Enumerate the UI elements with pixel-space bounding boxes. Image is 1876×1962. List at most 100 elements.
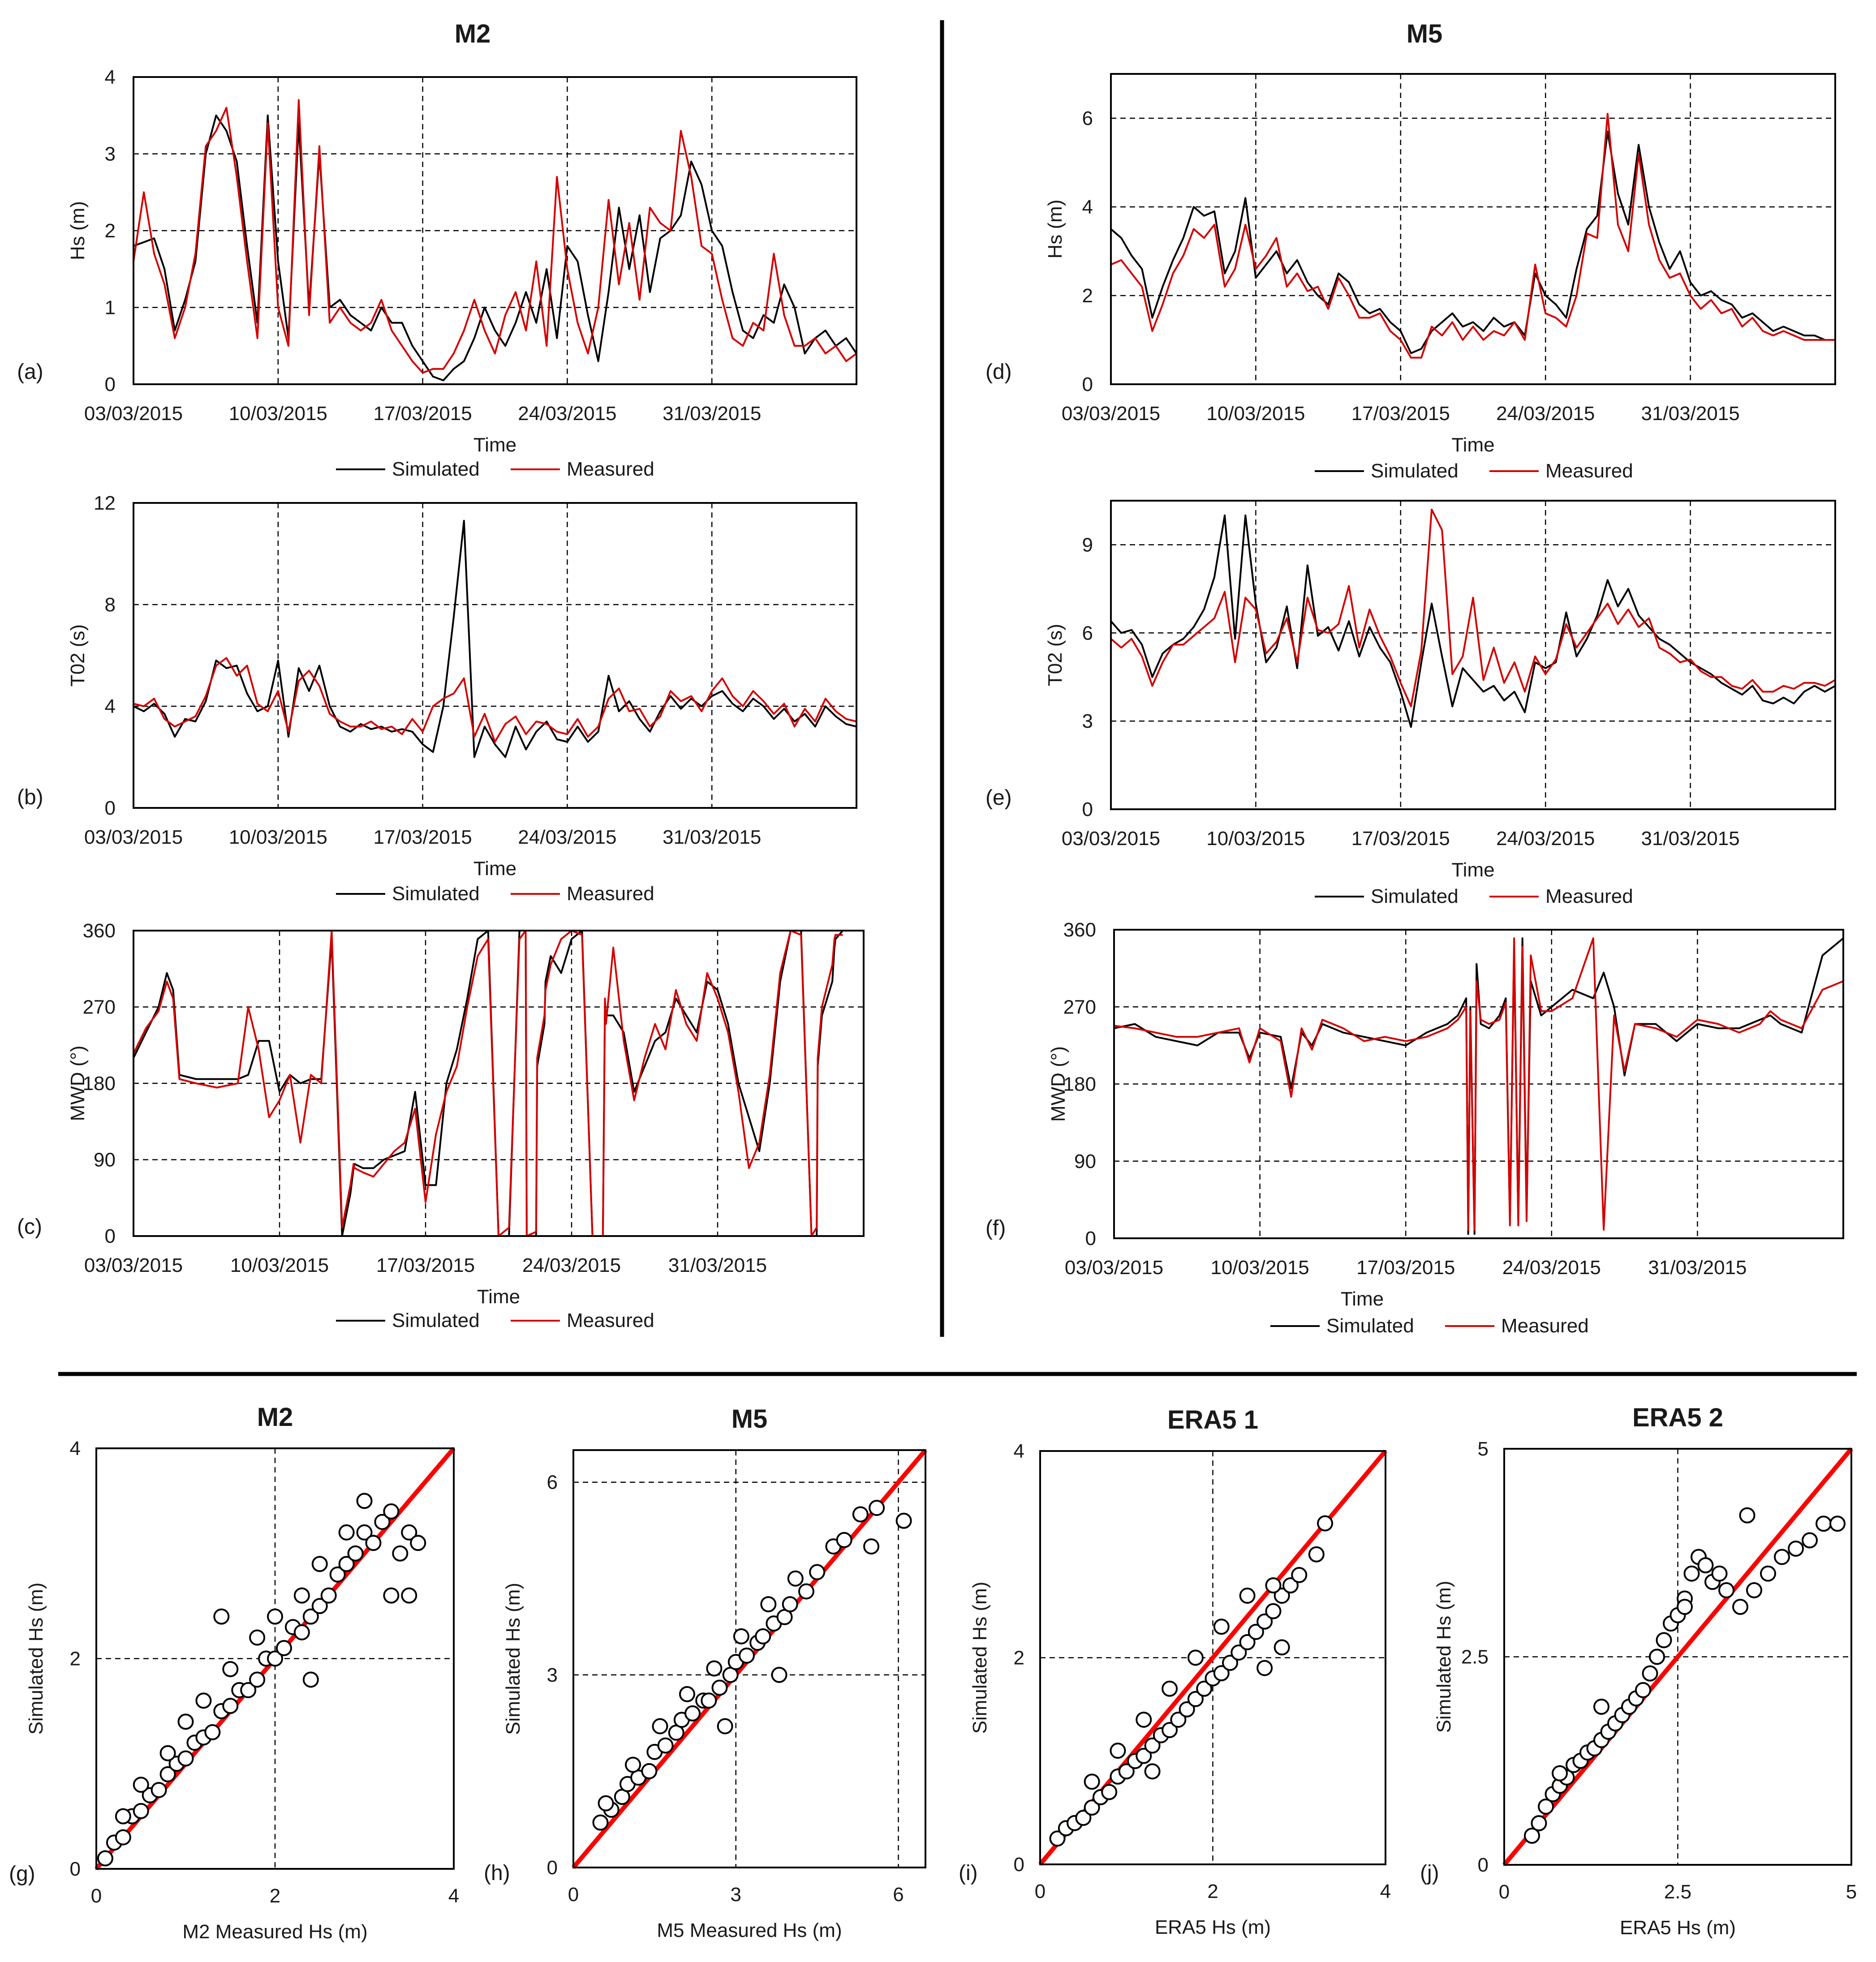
series-line-simulated-a (133, 114, 857, 382)
scatter-point-h (625, 1756, 641, 1773)
legend-label-measured-b: Measured (567, 883, 654, 905)
scatter-point-j (1732, 1599, 1748, 1615)
y-tick-label-h: 6 (547, 1472, 558, 1494)
panel-label-e: (e) (985, 786, 1012, 810)
y-tick-label-a: 1 (105, 297, 116, 319)
y-tick-label-e: 6 (1082, 622, 1093, 644)
scatter-point-j (1642, 1665, 1658, 1682)
scatter-point-i (1084, 1799, 1100, 1816)
x-tick-label-b: 03/03/2015 (84, 826, 183, 848)
y-axis-label-d: Hs (m) (1044, 200, 1066, 259)
scatter-point-i (1231, 1644, 1247, 1661)
x-tick-label-e: 10/03/2015 (1206, 828, 1305, 850)
scatter-point-i (1265, 1577, 1282, 1593)
x-tick-label-h: 3 (731, 1884, 741, 1906)
scatter-point-h (652, 1718, 668, 1734)
scatter-point-g (401, 1524, 417, 1541)
series-line-measured-b (133, 657, 857, 743)
series-line-measured-d (1110, 113, 1835, 359)
scatter-point-g (374, 1514, 391, 1530)
scatter-point-g (410, 1535, 426, 1551)
y-tick-label-f: 0 (1085, 1228, 1096, 1249)
x-axis-label-h: M5 Measured Hs (m) (657, 1919, 842, 1941)
panel-label-g: (g) (9, 1862, 35, 1886)
y-axis-label-a: Hs (m) (67, 201, 89, 260)
legend-label-simulated-b: Simulated (392, 883, 480, 905)
scatter-point-h (869, 1500, 885, 1516)
y-tick-label-c: 0 (105, 1225, 116, 1247)
y-tick-label-e: 9 (1082, 534, 1093, 556)
x-tick-label-d: 10/03/2015 (1206, 403, 1305, 425)
scatter-point-j (1816, 1516, 1832, 1532)
scatter-point-j (1677, 1599, 1693, 1615)
scatter-title-h: M5 (731, 1404, 768, 1434)
series-line-measured-f (1114, 937, 1844, 1231)
scatter-point-g (115, 1829, 131, 1846)
scatter-point-g (177, 1713, 194, 1730)
panel-label-i: (i) (959, 1861, 978, 1885)
x-tick-label-e: 31/03/2015 (1641, 828, 1739, 850)
scatter-point-g (204, 1724, 221, 1740)
y-tick-label-c: 180 (83, 1073, 116, 1095)
y-tick-label-g: 2 (70, 1648, 81, 1670)
scatter-point-h (782, 1596, 798, 1613)
scatter-point-i (1162, 1680, 1178, 1697)
legend-label-simulated-a: Simulated (392, 458, 480, 480)
panel-label-h: (h) (484, 1861, 510, 1885)
scatter-point-g (267, 1608, 283, 1625)
plot-frame-i (1039, 1450, 1386, 1865)
x-tick-label-a: 31/03/2015 (663, 403, 761, 425)
scatter-point-g (115, 1808, 131, 1825)
scatter-point-i (1144, 1763, 1161, 1780)
y-tick-label-c: 270 (83, 996, 116, 1018)
scatter-point-h (809, 1564, 826, 1580)
scatter-point-j (1649, 1649, 1665, 1665)
scatter-title-g: M2 (257, 1403, 293, 1432)
scatter-point-h (771, 1666, 787, 1683)
y-tick-label-d: 4 (1082, 196, 1093, 218)
scatter-point-i (1274, 1639, 1290, 1656)
x-axis-label-f: Time (1341, 1288, 1384, 1310)
scatter-point-g (356, 1493, 373, 1509)
scatter-point-g (329, 1566, 346, 1583)
x-tick-label-c: 10/03/2015 (230, 1254, 329, 1276)
panel-label-j: (j) (1420, 1861, 1439, 1885)
scatter-point-h (836, 1532, 852, 1548)
scatter-point-h (684, 1705, 701, 1722)
x-tick-label-g: 4 (448, 1885, 459, 1907)
x-tick-label-c: 24/03/2015 (522, 1254, 621, 1276)
scatter-point-j (1538, 1798, 1554, 1815)
x-tick-label-c: 03/03/2015 (84, 1254, 183, 1276)
scatter-point-h (787, 1570, 804, 1587)
legend-label-measured-c: Measured (567, 1309, 654, 1331)
panel-label-b: (b) (17, 786, 43, 809)
y-tick-label-c: 360 (83, 920, 116, 942)
x-tick-label-g: 2 (270, 1885, 280, 1907)
scatter-point-i (1274, 1588, 1290, 1604)
y-tick-label-e: 3 (1082, 710, 1093, 732)
scatter-point-g (383, 1503, 400, 1520)
scatter-point-i (1162, 1722, 1178, 1739)
y-tick-label-j: 0 (1478, 1854, 1489, 1876)
plot-frame-c (133, 930, 865, 1237)
x-tick-label-f: 17/03/2015 (1356, 1257, 1455, 1279)
x-tick-label-b: 24/03/2015 (518, 826, 616, 848)
scatter-point-j (1802, 1532, 1818, 1549)
scatter-point-g (302, 1608, 319, 1625)
plot-frame-h (572, 1449, 926, 1868)
scatter-point-g (365, 1535, 382, 1551)
y-tick-label-h: 3 (547, 1664, 558, 1686)
x-tick-label-a: 10/03/2015 (229, 403, 327, 425)
left-section-title: M2 (455, 19, 491, 48)
x-tick-label-j: 5 (1846, 1881, 1857, 1903)
y-tick-label-f: 360 (1063, 919, 1096, 941)
x-tick-label-f: 03/03/2015 (1065, 1257, 1163, 1279)
scatter-point-i (1084, 1773, 1100, 1790)
x-axis-label-c: Time (477, 1286, 520, 1308)
legend-label-simulated-f: Simulated (1326, 1315, 1414, 1337)
series-line-simulated-b (133, 519, 857, 758)
y-axis-label-g: Simulated Hs (m) (25, 1583, 47, 1735)
scatter-point-i (1187, 1691, 1204, 1707)
y-tick-label-b: 12 (94, 492, 116, 514)
